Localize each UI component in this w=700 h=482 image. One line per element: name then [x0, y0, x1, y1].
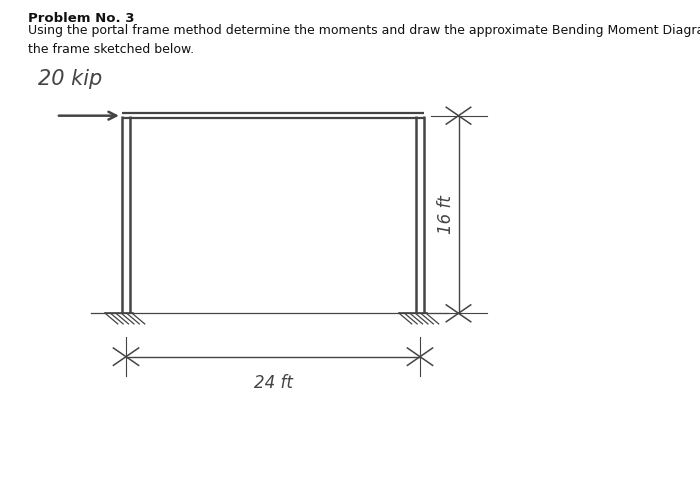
Text: Using the portal frame method determine the moments and draw the approximate Ben: Using the portal frame method determine …: [28, 24, 700, 55]
Text: 16 ft: 16 ft: [437, 195, 455, 234]
Text: Problem No. 3: Problem No. 3: [28, 12, 134, 25]
Text: 20 kip: 20 kip: [38, 69, 103, 89]
Text: 24 ft: 24 ft: [253, 374, 293, 391]
